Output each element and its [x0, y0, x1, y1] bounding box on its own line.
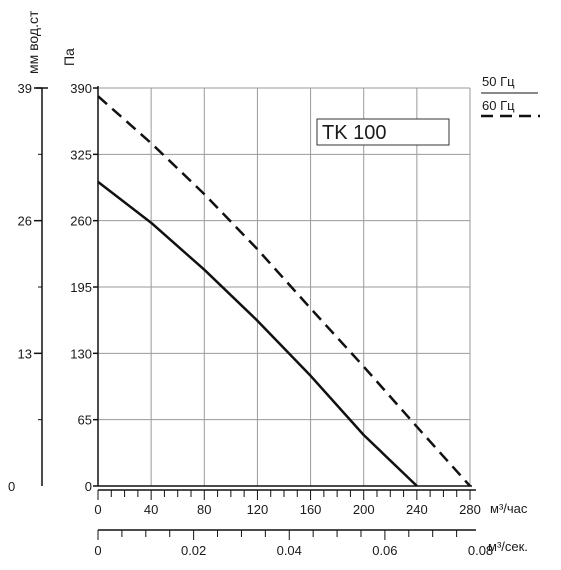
x-primary-tick-label: 120: [247, 502, 269, 517]
legend: 50 Гц 60 Гц: [481, 74, 540, 118]
x-primary-tick-label: 240: [406, 502, 428, 517]
y-left-axis-title: мм вод.ст: [25, 10, 41, 74]
x-secondary-tick-label: 0: [94, 543, 101, 558]
legend-label-50hz: 50 Гц: [482, 74, 515, 89]
y-right-tick-label: 0: [85, 479, 92, 494]
y-left-tick-label: 13: [18, 346, 32, 361]
x-primary-tick-label: 160: [300, 502, 322, 517]
x-primary-tick-label: 280: [459, 502, 481, 517]
y-right-tick-label: 325: [70, 147, 92, 162]
x-primary-tick-label: 200: [353, 502, 375, 517]
series-lines: [97, 95, 471, 487]
y-right-tick-label: 390: [70, 81, 92, 96]
y-right-tick-label: 65: [78, 413, 92, 428]
axes: [36, 86, 476, 531]
legend-label-60hz: 60 Гц: [482, 98, 515, 113]
x-secondary-tick-label: 0.02: [181, 543, 206, 558]
x-secondary-tick-label: 0.06: [372, 543, 397, 558]
y-right-tick-label: 195: [70, 280, 92, 295]
y-right-tick-label: 130: [70, 346, 92, 361]
series-line-50hz: [97, 180, 418, 487]
x-secondary-tick-label: 0.08: [468, 543, 493, 558]
title-box: [316, 118, 450, 146]
y-left-tick-label: 0: [8, 479, 15, 494]
x-primary-tick-label: 40: [144, 502, 158, 517]
x-primary-tick-label: 80: [197, 502, 211, 517]
x-primary-tick-label: 0: [94, 502, 101, 517]
y-left-tick-label: 39: [18, 81, 32, 96]
x-primary-axis-title: м³/час: [490, 501, 528, 516]
y-right-axis-title: Па: [61, 48, 77, 66]
y-right-tick-label: 260: [70, 214, 92, 229]
grid: [97, 87, 471, 487]
x-secondary-axis-title: м³/сек.: [488, 539, 528, 554]
y-left-tick-label: 26: [18, 214, 32, 229]
x-secondary-tick-label: 0.04: [277, 543, 302, 558]
chart-title: TK 100: [322, 122, 386, 144]
series-line-60hz: [97, 95, 471, 487]
